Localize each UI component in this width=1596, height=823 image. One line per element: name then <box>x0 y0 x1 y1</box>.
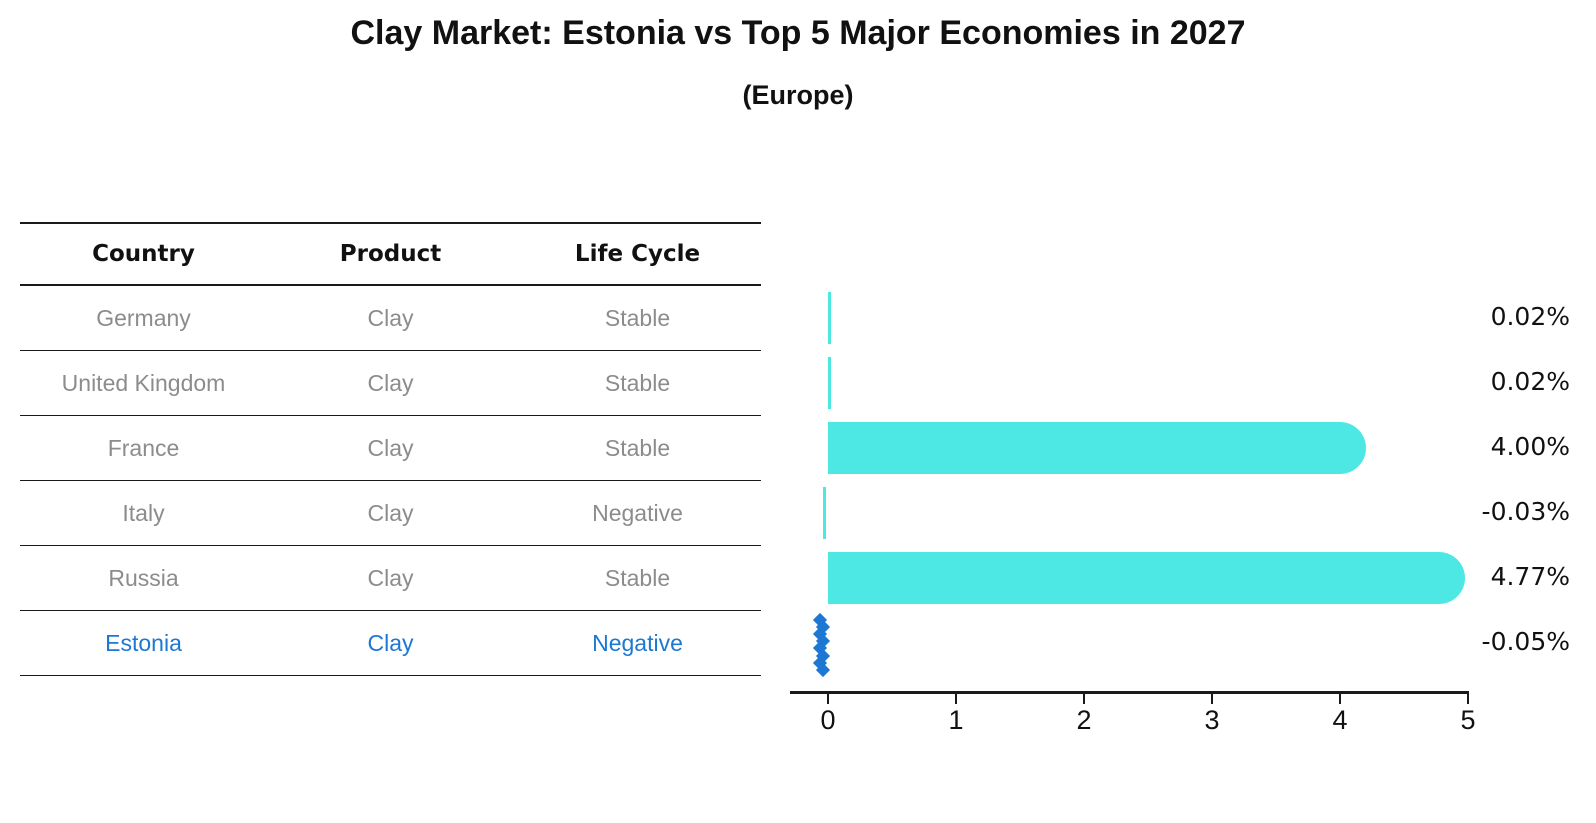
bar-russia <box>828 551 1465 604</box>
page-subtitle: (Europe) <box>742 80 854 110</box>
lifecycle-cell: Stable <box>604 564 671 591</box>
table-row: France Clay Stable <box>20 416 761 481</box>
product-cell: Clay <box>367 499 414 526</box>
bar-value-label: -0.05% <box>1481 626 1570 656</box>
bar-value-label: 4.00% <box>1490 431 1570 461</box>
bar-france <box>828 421 1366 474</box>
x-axis-tick <box>826 693 830 704</box>
x-axis-tick <box>1338 693 1342 704</box>
column-header-product: Product <box>339 241 442 267</box>
x-axis-tick <box>1082 693 1086 704</box>
lifecycle-cell: Stable <box>604 304 671 331</box>
table-row: United Kingdom Clay Stable <box>20 351 761 416</box>
country-info-table: Country Product Life Cycle Germany Clay St… <box>20 222 761 676</box>
table-row: Estonia Clay Negative <box>20 611 761 676</box>
table-row: Italy Clay Negative <box>20 481 761 546</box>
x-axis-tick-label: 2 <box>1076 705 1092 735</box>
bar-value-label: 4.77% <box>1490 561 1570 591</box>
table-header-row: Country Product Life Cycle <box>20 222 761 286</box>
column-header-country: Country <box>92 241 195 267</box>
product-cell: Clay <box>367 304 414 331</box>
country-cell: Russia <box>108 564 179 591</box>
page-title: Clay Market: Estonia vs Top 5 Major Econ… <box>350 14 1246 52</box>
bar-value-label: 0.02% <box>1490 301 1570 331</box>
bar-value-label: -0.03% <box>1481 496 1570 526</box>
x-axis-tick <box>954 693 958 704</box>
country-cell: Germany <box>96 304 191 331</box>
country-cell: Estonia <box>105 629 182 656</box>
x-axis-tick-label: 4 <box>1332 705 1348 735</box>
bar-united-kingdom <box>828 356 831 409</box>
lifecycle-cell: Stable <box>604 369 671 396</box>
table-row: Russia Clay Stable <box>20 546 761 611</box>
x-axis-tick <box>1466 693 1470 704</box>
product-cell: Clay <box>367 564 414 591</box>
bar-value-label: 0.02% <box>1490 366 1570 396</box>
x-axis-line <box>790 691 1469 694</box>
country-cell: Italy <box>122 499 165 526</box>
x-axis-tick-label: 3 <box>1204 705 1220 735</box>
table-row: Germany Clay Stable <box>20 286 761 351</box>
table-body: Germany Clay Stable United Kingdom Clay Stabl… <box>20 286 761 676</box>
lifecycle-cell: Negative <box>592 629 683 656</box>
x-axis-tick <box>1210 693 1214 704</box>
product-cell: Clay <box>367 434 414 461</box>
x-axis-tick-label: 0 <box>820 705 836 735</box>
bar-italy <box>823 486 827 539</box>
bar-germany <box>828 291 831 344</box>
x-axis-tick-label: 1 <box>948 705 964 735</box>
lifecycle-cell: Stable <box>604 434 671 461</box>
product-cell: Clay <box>367 629 414 656</box>
x-axis-tick-label: 5 <box>1460 705 1476 735</box>
product-cell: Clay <box>367 369 414 396</box>
lifecycle-cell: Negative <box>592 499 683 526</box>
country-cell: France <box>107 434 180 461</box>
country-cell: United Kingdom <box>61 369 226 396</box>
column-header-lifecycle: Life Cycle <box>574 241 701 267</box>
